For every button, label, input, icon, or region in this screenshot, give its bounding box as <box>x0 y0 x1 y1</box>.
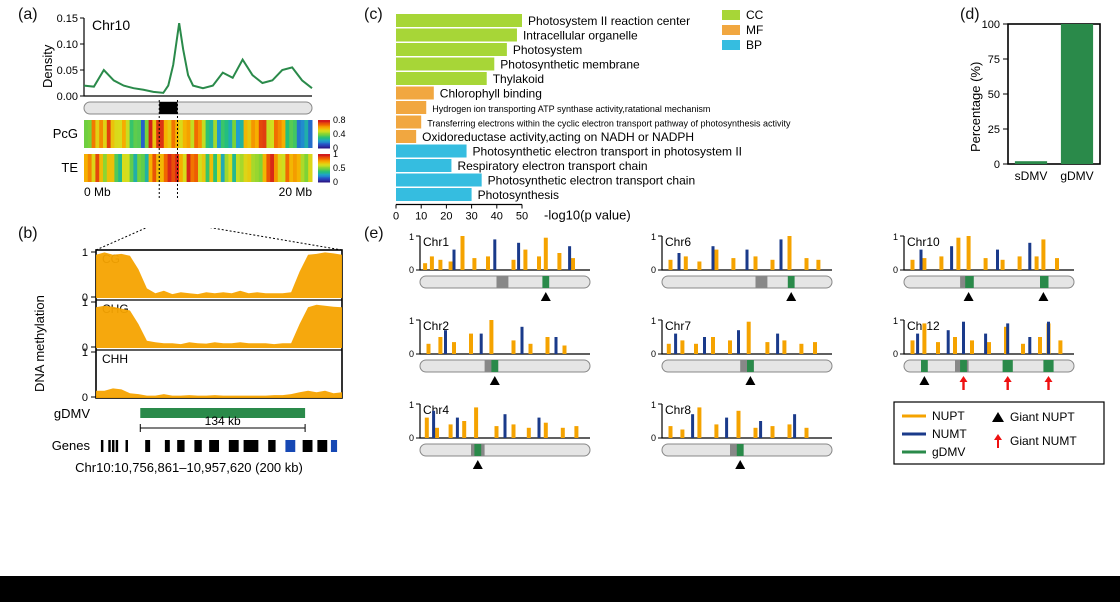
svg-text:0: 0 <box>409 265 414 275</box>
figure-page: { "labels": { "a": "(a)", "b": "(b)", "c… <box>0 0 1120 602</box>
svg-text:20: 20 <box>440 211 452 223</box>
svg-text:25: 25 <box>988 124 1000 136</box>
panel-c-svg: Photosystem II reaction centerIntracellu… <box>392 6 962 224</box>
svg-text:30: 30 <box>465 211 477 223</box>
svg-text:Transferring electrons within: Transferring electrons within the cyclic… <box>427 119 791 129</box>
svg-text:0: 0 <box>893 349 898 359</box>
svg-text:134 kb: 134 kb <box>205 414 241 428</box>
svg-text:0: 0 <box>409 433 414 443</box>
svg-text:Oxidoreductase activity,acting: Oxidoreductase activity,acting on NADH o… <box>422 130 694 144</box>
svg-text:40: 40 <box>491 211 503 223</box>
footer-bar <box>0 576 1120 602</box>
svg-text:-log10(p value): -log10(p value) <box>544 208 631 223</box>
svg-text:Chlorophyll binding: Chlorophyll binding <box>440 87 542 101</box>
svg-text:1: 1 <box>333 149 338 159</box>
svg-text:0: 0 <box>651 433 656 443</box>
svg-text:0.5: 0.5 <box>333 163 346 173</box>
svg-text:10: 10 <box>415 211 427 223</box>
svg-text:gDMV: gDMV <box>1060 169 1093 183</box>
panel-label-c: (c) <box>364 6 383 24</box>
svg-text:50: 50 <box>988 89 1000 101</box>
svg-text:Density: Density <box>40 44 55 88</box>
svg-text:0: 0 <box>651 265 656 275</box>
panel-d-svg: 0 25 50 75 100 Percentage (%) sDMV gDMV <box>968 6 1118 224</box>
svg-text:1: 1 <box>893 316 898 326</box>
svg-text:100: 100 <box>982 19 1000 31</box>
svg-text:1: 1 <box>409 232 414 242</box>
panel-e-svg: 10Chr110Chr210Chr410Chr610Chr710Chr810Ch… <box>388 230 1120 560</box>
svg-text:Chr6: Chr6 <box>665 235 691 249</box>
density-line <box>84 23 312 93</box>
svg-text:1: 1 <box>651 400 656 410</box>
svg-text:0: 0 <box>893 265 898 275</box>
panel-label-a: (a) <box>18 6 38 24</box>
svg-text:0.8: 0.8 <box>333 115 346 125</box>
svg-text:1: 1 <box>82 247 88 259</box>
svg-text:Photosynthesis: Photosynthesis <box>478 188 559 202</box>
svg-text:DNA methylation: DNA methylation <box>32 295 47 392</box>
svg-text:Giant NUMT: Giant NUMT <box>1010 434 1077 448</box>
svg-text:Chr1: Chr1 <box>423 235 449 249</box>
panel-label-e: (e) <box>364 225 384 243</box>
svg-text:Photosynthetic electron transp: Photosynthetic electron transport in pho… <box>473 145 742 159</box>
svg-text:Chr10:10,756,861–10,957,620 (2: Chr10:10,756,861–10,957,620 (200 kb) <box>75 460 303 475</box>
svg-text:MF: MF <box>746 23 763 37</box>
svg-text:1: 1 <box>82 347 88 359</box>
svg-text:Photosynthetic electron transp: Photosynthetic electron transport chain <box>488 174 695 188</box>
svg-text:Chr7: Chr7 <box>665 319 691 333</box>
svg-text:0.4: 0.4 <box>333 129 346 139</box>
svg-text:Giant NUPT: Giant NUPT <box>1010 410 1075 424</box>
svg-text:Intracellular organelle: Intracellular organelle <box>523 29 638 43</box>
svg-text:0: 0 <box>333 177 338 187</box>
svg-text:Percentage (%): Percentage (%) <box>968 62 983 152</box>
svg-text:Genes: Genes <box>52 438 91 453</box>
svg-text:sDMV: sDMV <box>1015 169 1048 183</box>
svg-text:0: 0 <box>393 211 399 223</box>
panel-a-svg: 0.00 0.05 0.10 0.15 Chr10 Density PcG 0 0.4 0.8 TE… <box>40 8 360 228</box>
svg-text:0 Mb: 0 Mb <box>84 185 111 199</box>
svg-text:Respiratory electron transport: Respiratory electron transport chain <box>457 159 647 173</box>
svg-text:Hydrogen ion transporting ATP: Hydrogen ion transporting ATP synthase a… <box>432 104 710 114</box>
svg-text:Chr8: Chr8 <box>665 403 691 417</box>
svg-text:0: 0 <box>994 159 1000 171</box>
svg-text:gDMV: gDMV <box>54 406 90 421</box>
svg-text:CC: CC <box>746 8 764 22</box>
svg-text:75: 75 <box>988 54 1000 66</box>
svg-text:0: 0 <box>651 349 656 359</box>
svg-text:Thylakoid: Thylakoid <box>493 72 544 86</box>
svg-text:20 Mb: 20 Mb <box>279 185 313 199</box>
svg-text:BP: BP <box>746 38 762 52</box>
svg-text:0.05: 0.05 <box>57 65 78 77</box>
svg-text:1: 1 <box>409 400 414 410</box>
svg-text:PcG: PcG <box>53 126 78 141</box>
svg-text:CHH: CHH <box>102 352 128 366</box>
svg-text:Photosynthetic membrane: Photosynthetic membrane <box>500 58 640 72</box>
svg-text:NUMT: NUMT <box>932 427 967 441</box>
svg-text:0.10: 0.10 <box>57 39 78 51</box>
svg-text:Chr4: Chr4 <box>423 403 449 417</box>
svg-text:0.15: 0.15 <box>57 13 78 25</box>
svg-text:1: 1 <box>409 316 414 326</box>
svg-text:1: 1 <box>651 232 656 242</box>
svg-text:Photosystem: Photosystem <box>513 43 582 57</box>
panel-b-svg: DNA methylation10CG10CHG10CHHgDMV134 kbG… <box>24 228 364 568</box>
svg-text:NUPT: NUPT <box>932 409 965 423</box>
svg-text:0: 0 <box>82 392 88 404</box>
svg-text:gDMV: gDMV <box>932 445 965 459</box>
svg-text:Photosystem II reaction center: Photosystem II reaction center <box>528 14 690 28</box>
svg-text:1: 1 <box>651 316 656 326</box>
svg-text:Chr10: Chr10 <box>92 17 130 33</box>
svg-text:1: 1 <box>82 297 88 309</box>
svg-text:0: 0 <box>409 349 414 359</box>
svg-text:50: 50 <box>516 211 528 223</box>
svg-text:Chr10: Chr10 <box>907 235 940 249</box>
svg-text:1: 1 <box>893 232 898 242</box>
svg-text:0.00: 0.00 <box>57 91 78 103</box>
svg-text:TE: TE <box>61 160 78 175</box>
